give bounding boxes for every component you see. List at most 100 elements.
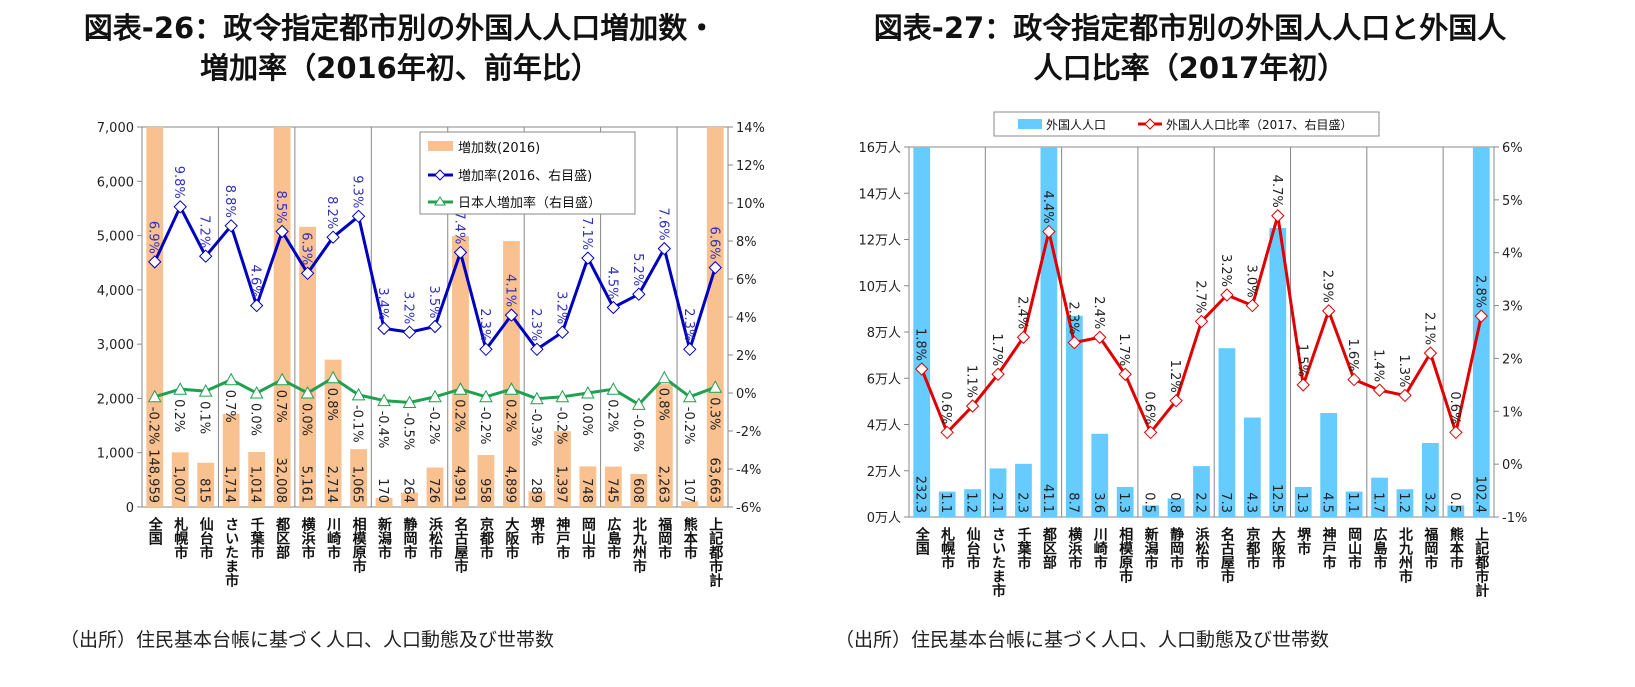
- bar: [1345, 491, 1363, 517]
- bar: [1193, 466, 1210, 517]
- left-tick-label: 16万人: [858, 141, 901, 156]
- point-value-label: 0.8%: [655, 388, 670, 421]
- bar-value-label: 0.8: [1167, 492, 1182, 513]
- bar: [681, 501, 699, 507]
- bar: [197, 462, 215, 507]
- point-value-label: 1.4%: [1371, 349, 1386, 382]
- point-marker: [1169, 394, 1183, 408]
- bar-value-label: 608: [630, 478, 645, 503]
- point-value-label: 0.2%: [502, 399, 517, 432]
- bar: [401, 492, 418, 507]
- legend-marker: [434, 169, 446, 181]
- bar: [324, 359, 342, 507]
- legend-label: 増加率(2016、右目盛): [458, 168, 592, 184]
- point-value-label: 1.8%: [913, 328, 928, 361]
- category-label: さいたま市: [990, 527, 1006, 598]
- point-value-label: 8.2%: [324, 196, 339, 229]
- left-tick-label: 4万人: [867, 419, 901, 434]
- category-label: 新潟市: [1143, 526, 1159, 570]
- bar: [1371, 477, 1388, 517]
- category-label: 名古屋市: [452, 516, 468, 574]
- right-tick-label: 2%: [736, 349, 757, 364]
- bar-value-label: 41.1: [1040, 484, 1055, 513]
- point-marker: [249, 385, 264, 399]
- bar: [1218, 348, 1236, 517]
- category-label: 神戸市: [1321, 526, 1337, 570]
- point-value-label: -0.6%: [630, 414, 645, 452]
- category-label: 静岡市: [1168, 526, 1184, 570]
- legend-box: [993, 111, 1380, 137]
- left-title-line2: 増加率（2016年初、前年比）: [200, 51, 600, 85]
- point-value-label: 1.7%: [989, 333, 1004, 366]
- right-tick-label: 5%: [1502, 194, 1523, 209]
- bar-value-label: 1.7: [1371, 492, 1386, 513]
- bar: [273, 127, 291, 507]
- point-value-label: 2.4%: [1014, 296, 1029, 329]
- point-value-label: 9.3%: [350, 175, 365, 208]
- bar-value-label: 1.2: [1396, 492, 1411, 513]
- bar: [503, 241, 520, 507]
- point-value-label: 4.4%: [1040, 191, 1055, 224]
- point-marker: [300, 266, 315, 281]
- right-title-line1: 図表-27：政令指定都市別の外国人人口と外国人: [873, 11, 1507, 45]
- point-marker: [275, 224, 289, 239]
- point-marker: [606, 382, 621, 395]
- left-tick-label: 12万人: [858, 234, 901, 249]
- point-marker: [1449, 425, 1463, 440]
- point-marker: [1220, 288, 1234, 302]
- point-value-label: 7.1%: [579, 217, 594, 250]
- point-marker: [683, 342, 697, 357]
- bar-value-label: 1,714: [222, 466, 237, 503]
- point-marker: [1271, 209, 1285, 223]
- point-value-label: -0.2%: [681, 407, 696, 445]
- category-label: 名古屋市: [1219, 526, 1235, 584]
- bar-value-label: 107: [681, 478, 696, 503]
- category-label: 上記都市計: [1473, 527, 1490, 598]
- point-value-label: -0.4%: [375, 411, 390, 449]
- bar: [350, 449, 367, 507]
- bar-value-label: 2,263: [655, 466, 670, 503]
- point-marker: [326, 370, 340, 384]
- category-label: 京都市: [1244, 526, 1261, 570]
- bar: [426, 467, 444, 507]
- bar: [989, 468, 1007, 517]
- point-value-label: 2.8%: [1472, 275, 1487, 308]
- category-label: 浜松市: [1194, 526, 1210, 570]
- bar-value-label: 12.5: [1269, 484, 1284, 513]
- point-value-label: 1.1%: [964, 365, 979, 398]
- bar-value-label: 2.2: [1193, 492, 1208, 513]
- point-value-label: -0.1%: [350, 405, 365, 443]
- category-label: 福岡市: [656, 516, 673, 560]
- bar: [579, 466, 597, 507]
- point-value-label: 0.0%: [248, 403, 263, 436]
- left-tick-label: 10万人: [858, 280, 901, 295]
- right-tick-label: 14%: [736, 121, 765, 136]
- point-value-label: 2.9%: [1320, 270, 1335, 303]
- bar: [528, 491, 546, 507]
- bar-value-label: 102.4: [1472, 476, 1487, 513]
- right-tick-label: 4%: [1502, 247, 1523, 262]
- bar-value-label: 5,161: [299, 466, 314, 503]
- point-value-label: 2.3%: [477, 308, 492, 341]
- bar-value-label: 4,899: [502, 466, 517, 503]
- category-label: 岡山市: [580, 517, 596, 560]
- bar: [248, 451, 266, 507]
- category-label: 札幌市: [172, 516, 189, 560]
- point-marker: [504, 308, 519, 322]
- bar: [630, 473, 648, 507]
- point-marker: [1194, 314, 1209, 329]
- bar-value-label: 289: [528, 478, 543, 503]
- category-label: 仙台市: [198, 516, 214, 560]
- bar-value-label: 815: [197, 478, 212, 503]
- point-value-label: 0.3%: [706, 397, 721, 430]
- point-value-label: 2.4%: [1091, 296, 1106, 329]
- point-marker: [249, 298, 264, 313]
- category-label: 仙台市: [965, 526, 981, 570]
- point-value-label: 7.4%: [451, 211, 466, 244]
- left-tick-label: 7,000: [97, 121, 134, 136]
- point-marker: [1143, 425, 1158, 440]
- point-marker: [581, 251, 595, 265]
- left-tick-label: 5,000: [97, 230, 134, 245]
- category-label: 北九州市: [631, 517, 648, 574]
